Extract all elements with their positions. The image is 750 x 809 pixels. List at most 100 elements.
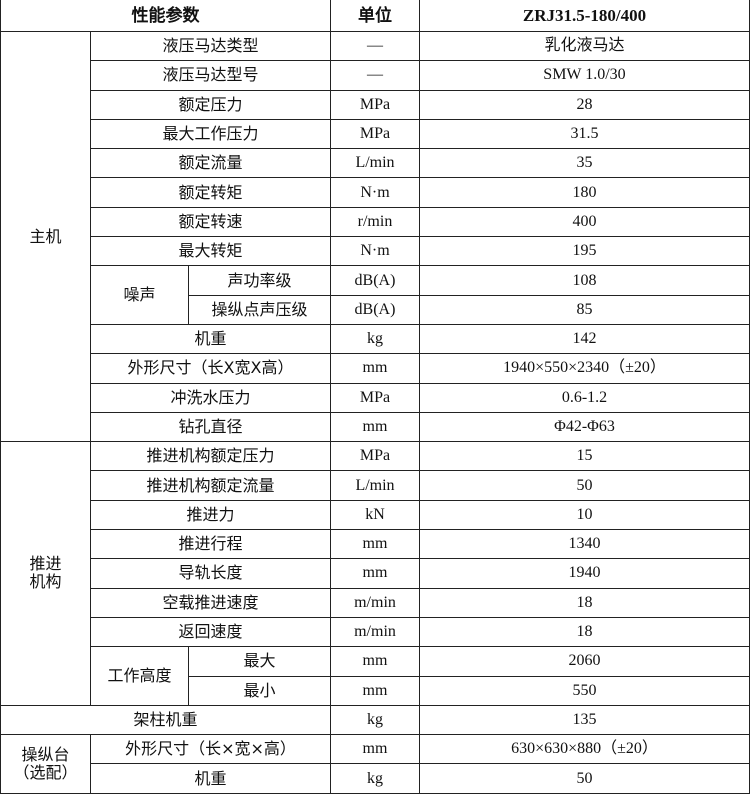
header-model: ZRJ31.5-180/400 bbox=[419, 0, 750, 32]
table-row: 额定压力 MPa 28 bbox=[1, 89, 750, 120]
unit-cell: MPa bbox=[330, 441, 420, 472]
unit-cell: m/min bbox=[330, 587, 420, 618]
param-label: 推进机构额定压力 bbox=[90, 441, 331, 472]
unit-cell: kg bbox=[330, 763, 420, 794]
param-label: 导轨长度 bbox=[90, 558, 331, 589]
unit-cell: mm bbox=[330, 734, 420, 765]
unit-cell: N·m bbox=[330, 236, 420, 267]
unit-cell: MPa bbox=[330, 89, 420, 120]
table-row: 冲洗水压力 MPa 0.6-1.2 bbox=[1, 382, 750, 413]
value-cell: 195 bbox=[419, 236, 750, 267]
table-row: 噪声 声功率级 dB(A) 108 bbox=[1, 265, 750, 325]
table-row: 返回速度 m/min 18 bbox=[1, 616, 750, 648]
param-label: 声功率级 bbox=[188, 265, 331, 296]
value-cell: 135 bbox=[419, 704, 750, 736]
value-cell: Φ42-Φ63 bbox=[419, 411, 750, 443]
param-label: 额定转矩 bbox=[90, 177, 331, 208]
unit-cell: mm bbox=[330, 529, 420, 560]
header-unit: 单位 bbox=[330, 0, 420, 32]
value-cell: 1340 bbox=[419, 529, 750, 560]
table-row: 机重 kg 142 bbox=[1, 323, 750, 355]
unit-cell: r/min bbox=[330, 206, 420, 238]
header-param: 性能参数 bbox=[0, 0, 331, 32]
value-cell: 0.6-1.2 bbox=[419, 382, 750, 413]
table-row: 操纵台 （选配） 外形尺寸（长×宽×高） mm 630×630×880（±20） bbox=[0, 734, 750, 794]
table-row: 导轨长度 mm 1940 bbox=[1, 558, 750, 589]
param-label: 冲洗水压力 bbox=[90, 382, 331, 413]
value-cell: 108 bbox=[419, 265, 750, 296]
unit-cell: m/min bbox=[330, 616, 420, 648]
section-console: 操纵台 （选配） bbox=[0, 734, 91, 794]
param-label: 额定流量 bbox=[90, 148, 331, 179]
header-row: 性能参数 单位 ZRJ31.5-180/400 bbox=[0, 0, 750, 32]
value-cell: 550 bbox=[419, 675, 750, 706]
unit-cell: kg bbox=[330, 323, 420, 355]
unit-cell: dB(A) bbox=[330, 294, 420, 325]
param-label: 机重 bbox=[90, 323, 331, 355]
table-row: 最大转矩 N·m 195 bbox=[1, 236, 750, 267]
param-label: 返回速度 bbox=[90, 616, 331, 648]
param-label: 液压马达类型 bbox=[90, 30, 331, 62]
unit-cell: kN bbox=[330, 499, 420, 531]
unit-cell: — bbox=[330, 60, 420, 91]
section-work-height: 工作高度 bbox=[90, 646, 189, 706]
value-cell: 1940 bbox=[419, 558, 750, 589]
unit-cell: mm bbox=[330, 353, 420, 384]
param-label: 推进力 bbox=[90, 499, 331, 531]
param-label: 空载推进速度 bbox=[90, 587, 331, 618]
table-row: 额定转速 r/min 400 bbox=[1, 206, 750, 238]
param-label: 液压马达型号 bbox=[90, 60, 331, 91]
value-cell: 400 bbox=[419, 206, 750, 238]
param-label: 外形尺寸（长×宽×高） bbox=[90, 734, 331, 765]
value-cell: SMW 1.0/30 bbox=[419, 60, 750, 91]
unit-cell: MPa bbox=[330, 118, 420, 150]
table-row: 推进机构额定流量 L/min 50 bbox=[1, 470, 750, 501]
unit-cell: mm bbox=[330, 646, 420, 677]
unit-cell: L/min bbox=[330, 148, 420, 179]
table-row: 额定转矩 N·m 180 bbox=[1, 177, 750, 208]
unit-cell: N·m bbox=[330, 177, 420, 208]
table-row: 液压马达型号 — SMW 1.0/30 bbox=[1, 60, 750, 91]
value-cell: 15 bbox=[419, 441, 750, 472]
table-row: 钻孔直径 mm Φ42-Φ63 bbox=[1, 411, 750, 443]
value-cell: 10 bbox=[419, 499, 750, 531]
value-cell: 2060 bbox=[419, 646, 750, 677]
section-noise: 噪声 bbox=[90, 265, 189, 325]
param-label: 外形尺寸（长X宽X高） bbox=[90, 353, 331, 384]
table-row: 工作高度 最大 mm 2060 bbox=[1, 646, 750, 706]
value-cell: 18 bbox=[419, 587, 750, 618]
table-row: 推进力 kN 10 bbox=[1, 499, 750, 531]
param-label: 最大 bbox=[188, 646, 331, 677]
table-row: 操纵点声压级 dB(A) 85 bbox=[1, 294, 750, 325]
param-label: 推进机构额定流量 bbox=[90, 470, 331, 501]
value-cell: 630×630×880（±20） bbox=[419, 734, 750, 765]
value-cell: 乳化液马达 bbox=[419, 30, 750, 62]
param-label: 钻孔直径 bbox=[90, 411, 331, 443]
unit-cell: kg bbox=[330, 704, 420, 736]
param-label: 额定压力 bbox=[90, 89, 331, 120]
value-cell: 31.5 bbox=[419, 118, 750, 150]
table-row: 机重 kg 50 bbox=[1, 763, 750, 794]
unit-cell: MPa bbox=[330, 382, 420, 413]
table-row: 空载推进速度 m/min 18 bbox=[1, 587, 750, 618]
value-cell: 142 bbox=[419, 323, 750, 355]
table-row: 主机 液压马达类型 — 乳化液马达 bbox=[0, 30, 750, 443]
param-label: 机重 bbox=[90, 763, 331, 794]
value-cell: 35 bbox=[419, 148, 750, 179]
table-row: 外形尺寸（长X宽X高） mm 1940×550×2340（±20） bbox=[1, 353, 750, 384]
table-row: 架柱机重 kg 135 bbox=[0, 704, 750, 736]
unit-cell: — bbox=[330, 30, 420, 62]
value-cell: 18 bbox=[419, 616, 750, 648]
unit-cell: mm bbox=[330, 675, 420, 706]
param-label: 最大转矩 bbox=[90, 236, 331, 267]
param-label: 操纵点声压级 bbox=[188, 294, 331, 325]
unit-cell: dB(A) bbox=[330, 265, 420, 296]
table-row: 推进行程 mm 1340 bbox=[1, 529, 750, 560]
param-label: 最大工作压力 bbox=[90, 118, 331, 150]
unit-cell: mm bbox=[330, 558, 420, 589]
section-feed: 推进 机构 bbox=[0, 441, 91, 706]
value-cell: 50 bbox=[419, 470, 750, 501]
table-row: 额定流量 L/min 35 bbox=[1, 148, 750, 179]
value-cell: 1940×550×2340（±20） bbox=[419, 353, 750, 384]
